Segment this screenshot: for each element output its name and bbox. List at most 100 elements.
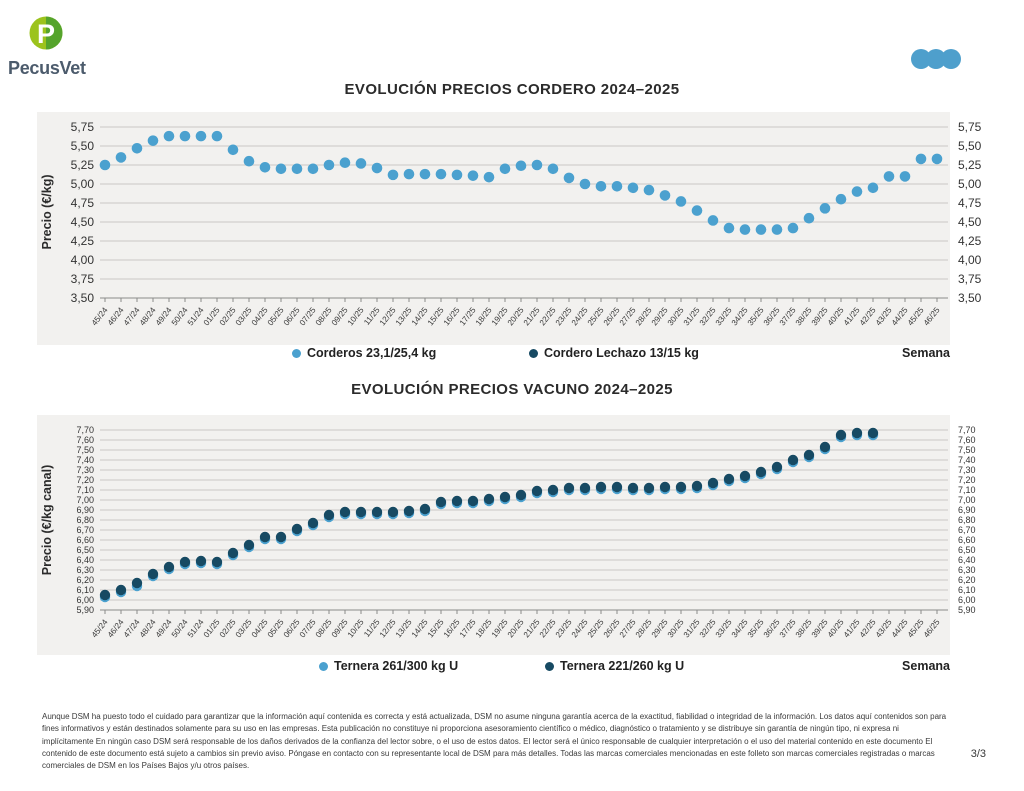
svg-text:7,00: 7,00 [76, 495, 94, 505]
data-point [883, 171, 895, 182]
data-point [451, 169, 463, 181]
data-point [691, 205, 703, 216]
data-point [515, 160, 527, 172]
data-point [371, 162, 383, 174]
legend-dot-icon [319, 662, 328, 671]
svg-text:4,50: 4,50 [71, 215, 95, 229]
svg-text:7,70: 7,70 [958, 425, 976, 435]
data-point [387, 169, 399, 181]
data-point [819, 441, 831, 453]
data-point [99, 589, 111, 601]
data-point [915, 153, 927, 165]
data-point [515, 489, 527, 501]
svg-text:7,40: 7,40 [958, 455, 976, 465]
legend-dot-icon [529, 349, 538, 358]
data-point [467, 170, 479, 181]
series-0-points [99, 130, 943, 235]
svg-text:6,10: 6,10 [76, 585, 94, 595]
svg-text:4,50: 4,50 [958, 215, 982, 229]
data-point [323, 159, 335, 171]
legend-dot-icon [292, 349, 301, 358]
svg-text:6,10: 6,10 [958, 585, 976, 595]
svg-text:6,00: 6,00 [76, 595, 94, 605]
svg-text:7,70: 7,70 [76, 425, 94, 435]
data-point [195, 555, 207, 567]
data-point [339, 157, 351, 169]
svg-text:6,30: 6,30 [76, 565, 94, 575]
svg-text:7,60: 7,60 [958, 435, 976, 445]
data-point [307, 517, 319, 529]
svg-text:4,75: 4,75 [958, 196, 982, 210]
data-point [499, 491, 511, 503]
data-point [115, 152, 127, 163]
data-point [803, 449, 815, 461]
legend-item: Ternera 261/300 kg U [319, 659, 458, 673]
data-point [563, 482, 575, 494]
svg-text:7,50: 7,50 [958, 445, 976, 455]
svg-text:6,20: 6,20 [958, 575, 976, 585]
cordero-chart-legend: Semana Corderos 23,1/25,4 kg Cordero Lech… [37, 346, 950, 366]
svg-text:7,00: 7,00 [958, 495, 976, 505]
data-point [99, 159, 111, 171]
data-point [835, 193, 847, 205]
y-axis-title: Precio (€/kg canal) [40, 465, 54, 575]
svg-text:6,50: 6,50 [958, 545, 976, 555]
data-point [579, 178, 591, 190]
data-point [499, 163, 511, 175]
data-point [211, 556, 223, 568]
data-point [115, 584, 127, 596]
data-point [131, 577, 143, 589]
data-point [627, 182, 639, 194]
data-point [403, 505, 415, 517]
data-point [307, 163, 319, 175]
data-point [787, 222, 799, 234]
header-dots-icon [911, 49, 961, 69]
data-point [547, 484, 559, 496]
legend-label: Ternera 221/260 kg U [560, 659, 685, 673]
data-point [163, 561, 175, 573]
data-point [147, 568, 159, 580]
data-point [275, 163, 287, 175]
svg-text:5,00: 5,00 [71, 177, 95, 191]
svg-text:4,25: 4,25 [958, 234, 982, 248]
data-point [851, 427, 863, 439]
data-point [691, 480, 703, 492]
svg-text:7,60: 7,60 [76, 435, 94, 445]
data-point [659, 481, 671, 493]
y-axis-title: Precio (€/kg) [40, 174, 54, 249]
gridlines [100, 429, 948, 611]
legend-item: Corderos 23,1/25,4 kg [292, 346, 436, 360]
data-point [195, 130, 207, 142]
svg-text:5,25: 5,25 [958, 158, 982, 172]
data-point [723, 222, 735, 234]
svg-text:6,90: 6,90 [958, 505, 976, 515]
legend-label: Ternera 261/300 kg U [334, 659, 459, 673]
svg-text:6,80: 6,80 [76, 515, 94, 525]
svg-text:7,50: 7,50 [76, 445, 94, 455]
data-point [435, 496, 447, 508]
page-number: 3/3 [970, 748, 986, 760]
legend-item: Ternera 221/260 kg U [545, 659, 684, 673]
data-point [531, 159, 543, 171]
data-point [243, 539, 255, 551]
data-point [259, 161, 271, 173]
svg-text:7,20: 7,20 [76, 475, 94, 485]
legend-item: Cordero Lechazo 13/15 kg [529, 346, 699, 360]
data-point [291, 523, 303, 535]
data-point [867, 427, 879, 439]
y-axis-labels-right: 3,50 3,75 4,00 4,25 4,50 4,75 5,00 5,25 5,50 5,75 [958, 120, 982, 305]
data-point [355, 158, 367, 169]
pecusvet-logo: P PecusVet [0, 0, 140, 95]
svg-text:7,30: 7,30 [76, 465, 94, 475]
data-point [563, 172, 575, 184]
data-point [147, 135, 159, 146]
data-point [547, 163, 559, 175]
data-point [755, 224, 767, 235]
cordero-xaxis-title: Semana [902, 346, 950, 360]
svg-text:7,20: 7,20 [958, 475, 976, 485]
svg-text:6,40: 6,40 [958, 555, 976, 565]
vacuno-chart-title: EVOLUCIÓN PRECIOS VACUNO 2024–2025 [351, 381, 673, 398]
svg-text:6,90: 6,90 [76, 505, 94, 515]
svg-text:6,00: 6,00 [958, 595, 976, 605]
